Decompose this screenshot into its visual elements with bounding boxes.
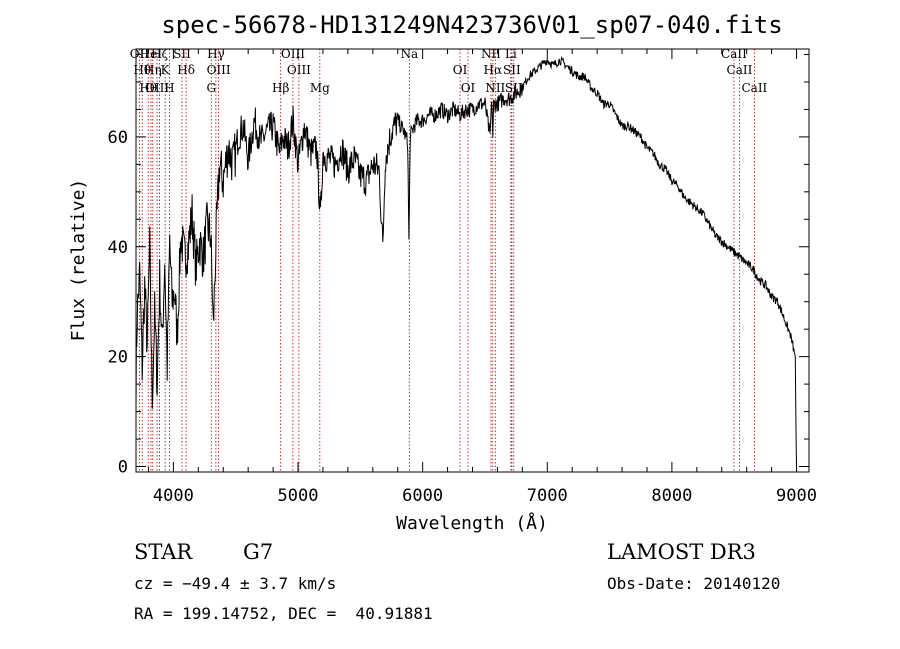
line-marker-label: OIII [207, 63, 231, 77]
line-marker-label: K [161, 63, 171, 77]
x-axis-ticks: 4000 5000 6000 7000 8000 9000 [147, 49, 817, 506]
line-marker-label: NII [485, 81, 505, 95]
y-tick-label: 60 [108, 128, 128, 148]
line-marker-label: Mg [310, 81, 330, 95]
line-marker-label: Na [400, 47, 418, 61]
line-marker-label: Hθ [139, 81, 157, 95]
line-marker-label: H [164, 81, 174, 95]
line-marker-label: CaII [741, 81, 767, 95]
x-tick-label: 4000 [153, 486, 194, 506]
y-axis-ticks: 0 20 40 60 [108, 53, 809, 478]
line-marker-label: SII [173, 47, 191, 61]
y-tick-label: 40 [108, 238, 128, 258]
line-marker-label: SII [503, 63, 521, 77]
line-marker-label: OI [461, 81, 476, 95]
line-marker-label: CaII [721, 47, 747, 61]
line-markers [138, 49, 755, 472]
observation-date: Obs-Date: 20140120 [607, 574, 781, 593]
line-marker-label: Hζ [151, 47, 168, 61]
chart-title: spec-56678-HD131249N423736V01_sp07-040.f… [161, 11, 782, 39]
line-marker-label: CaII [727, 63, 753, 77]
line-marker-labels: OIIHθHθHeIHηOIIIHζKHSIIHδGHγOIIIHβOIIIOI… [130, 47, 768, 95]
line-marker-label: NII [481, 47, 501, 61]
line-marker-label: Hθ [133, 63, 151, 77]
x-axis-label: Wavelength (Å) [396, 512, 548, 534]
plot-area [135, 55, 797, 467]
x-tick-label: 7000 [527, 486, 568, 506]
redshift-cz: cz = −49.4 ± 3.7 km/s [134, 574, 337, 593]
x-tick-label: 5000 [278, 486, 319, 506]
spectrum-line [135, 55, 797, 467]
object-subclass: G7 [243, 540, 274, 564]
object-class: STAR [134, 540, 193, 564]
survey-name: LAMOST DR3 [607, 540, 756, 564]
line-marker-label: OIII [281, 47, 305, 61]
ra-dec-coordinates: RA = 199.14752, DEC = 40.91881 [134, 604, 433, 623]
line-marker-label: Hα [484, 63, 503, 77]
line-marker-label: OIII [145, 81, 169, 95]
line-marker-label: Hβ [272, 81, 289, 95]
x-tick-label: 9000 [776, 486, 817, 506]
y-axis-label: Flux (relative) [68, 179, 89, 342]
y-tick-label: 20 [108, 348, 128, 368]
line-marker-label: G [206, 81, 216, 95]
x-tick-label: 8000 [651, 486, 692, 506]
line-marker-label: OI [453, 63, 468, 77]
line-marker-label: HeI [140, 47, 163, 61]
line-marker-label: Hδ [177, 63, 195, 77]
y-tick-label: 0 [118, 458, 128, 478]
line-marker-label: Li [505, 47, 517, 61]
line-marker-label: Hη [144, 63, 162, 77]
line-marker-label: Hγ [207, 47, 225, 61]
x-tick-label: 6000 [402, 486, 443, 506]
line-marker-label: SII [505, 81, 523, 95]
line-marker-label: OIII [287, 63, 311, 77]
